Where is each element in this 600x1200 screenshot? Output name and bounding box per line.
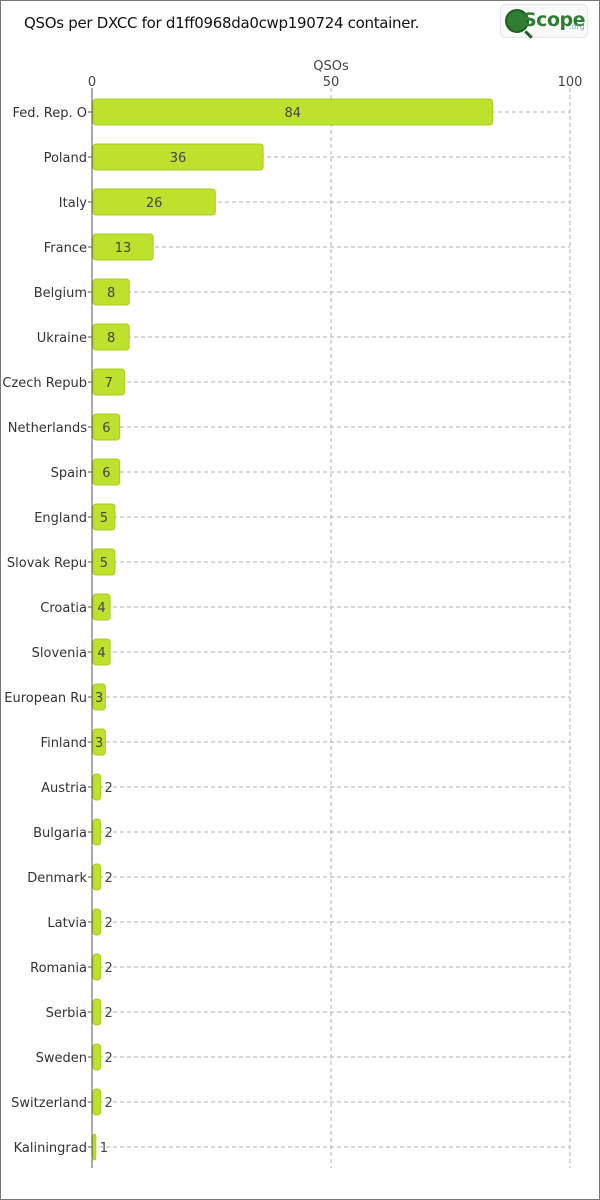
chart-title: QSOs per DXCC for d1ff0968da0cwp190724 c… xyxy=(24,14,420,32)
category-label: Switzerland xyxy=(11,1096,87,1111)
value-label: 2 xyxy=(105,1051,113,1066)
category-label: Belgium xyxy=(34,286,87,301)
bar xyxy=(92,323,130,351)
bar xyxy=(92,1133,97,1161)
x-tick-label: 100 xyxy=(558,75,583,90)
magnifier-globe-icon xyxy=(505,9,529,33)
bar xyxy=(92,503,116,531)
category-label: Romania xyxy=(30,961,87,976)
category-label: England xyxy=(34,511,87,526)
category-label: Kaliningrad xyxy=(14,1141,87,1156)
category-label: Serbia xyxy=(46,1006,87,1021)
bar xyxy=(92,953,102,981)
bar xyxy=(92,143,264,171)
category-label: Poland xyxy=(44,151,87,166)
value-label: 6 xyxy=(102,466,110,481)
grid-layer xyxy=(88,88,571,1168)
category-label: Austria xyxy=(41,781,87,796)
value-label: 8 xyxy=(107,331,115,346)
logo-suffix: .org xyxy=(569,22,585,31)
logo-text: Scope xyxy=(523,9,586,31)
value-label: 2 xyxy=(105,961,113,976)
bar xyxy=(92,188,216,216)
bar xyxy=(92,863,102,891)
value-label: 26 xyxy=(146,196,163,211)
category-label: Latvia xyxy=(47,916,87,931)
value-label: 8 xyxy=(107,286,115,301)
bar xyxy=(92,233,154,261)
value-label: 4 xyxy=(97,601,105,616)
bar xyxy=(92,818,102,846)
category-label: France xyxy=(44,241,87,256)
value-label: 2 xyxy=(105,781,113,796)
bar xyxy=(92,728,106,756)
x-tick-label: 50 xyxy=(323,75,340,90)
qscope-logo[interactable]: Scope .org xyxy=(500,4,588,38)
category-label: Croatia xyxy=(40,601,87,616)
category-label: Fed. Rep. O xyxy=(13,106,87,121)
value-label: 1 xyxy=(100,1141,108,1156)
value-label: 5 xyxy=(100,556,108,571)
value-label: 13 xyxy=(115,241,132,256)
bar xyxy=(92,368,125,396)
category-label: Slovenia xyxy=(32,646,87,661)
category-label: Sweden xyxy=(36,1051,87,1066)
bar xyxy=(92,683,106,711)
category-label: Netherlands xyxy=(8,421,87,436)
bar xyxy=(92,413,121,441)
bars-layer xyxy=(92,98,494,1161)
category-label: Finland xyxy=(41,736,87,751)
value-label: 2 xyxy=(105,916,113,931)
value-label: 4 xyxy=(97,646,105,661)
bar xyxy=(92,908,102,936)
category-label: Spain xyxy=(51,466,87,481)
value-label: 2 xyxy=(105,871,113,886)
category-label: Ukraine xyxy=(37,331,87,346)
x-axis-title: QSOs xyxy=(313,59,349,74)
bar xyxy=(92,638,111,666)
bar xyxy=(92,278,130,306)
value-label: 84 xyxy=(284,106,301,121)
value-label: 3 xyxy=(95,691,103,706)
category-label: Bulgaria xyxy=(33,826,87,841)
x-tick-label: 0 xyxy=(88,75,96,90)
value-label: 2 xyxy=(105,1006,113,1021)
bar xyxy=(92,548,116,576)
bar xyxy=(92,773,102,801)
bar xyxy=(92,458,121,486)
value-label: 2 xyxy=(105,826,113,841)
value-label: 3 xyxy=(95,736,103,751)
value-label: 5 xyxy=(100,511,108,526)
category-label: Italy xyxy=(59,196,88,211)
bar xyxy=(92,998,102,1026)
bar xyxy=(92,98,494,126)
category-label: Denmark xyxy=(27,871,87,886)
value-label: 2 xyxy=(105,1096,113,1111)
value-label: 36 xyxy=(170,151,187,166)
category-label: Czech Repub xyxy=(2,376,87,391)
value-label: 7 xyxy=(105,376,113,391)
bar xyxy=(92,1043,102,1071)
category-label: European Ru xyxy=(4,691,87,706)
bar xyxy=(92,1088,102,1116)
value-label: 6 xyxy=(102,421,110,436)
bar xyxy=(92,593,111,621)
category-label: Slovak Repu xyxy=(7,556,87,571)
